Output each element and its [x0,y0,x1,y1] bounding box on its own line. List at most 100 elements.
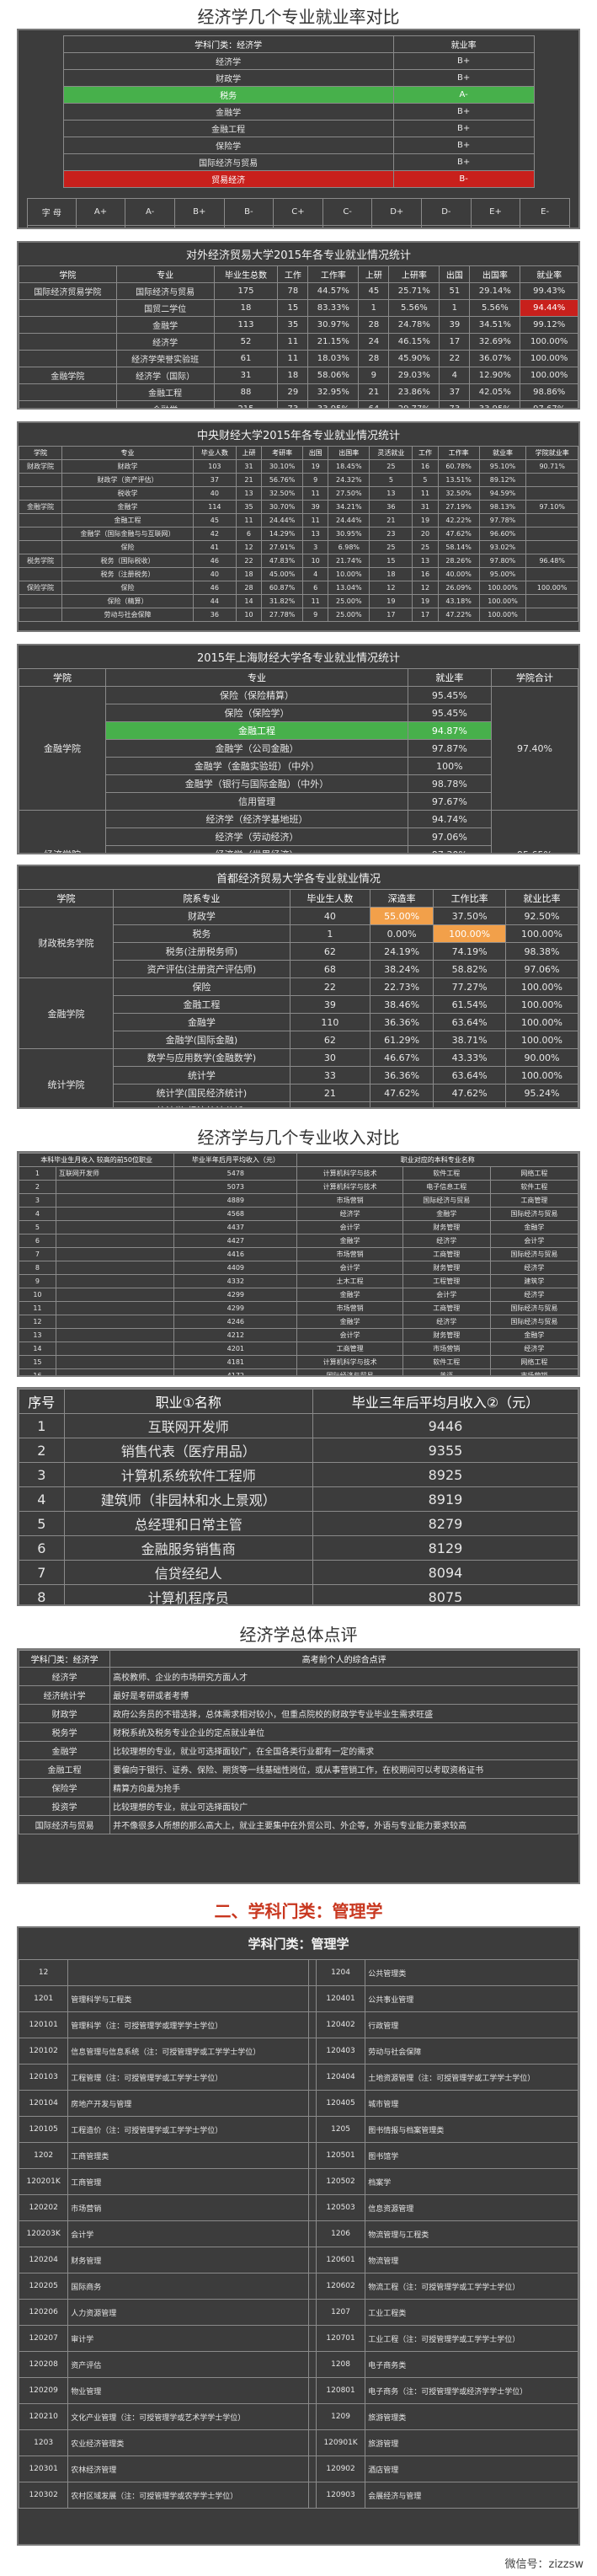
table-cell: 8925 [312,1462,578,1487]
table-row: 11 4299 市场营销 工商管理 国际经济与贸易 [19,1301,578,1315]
header-cell: 学院就业率 [525,446,578,460]
table-cell: 24.44% [261,513,304,528]
table-cell [525,540,578,554]
table-cell [308,2038,317,2065]
table-cell: 99.12% [520,316,578,334]
table-cell: 农林经济管理 [67,2456,310,2482]
table-cell [55,1234,175,1248]
table-cell: 78.05% [433,1101,507,1107]
table-row: 国际经济贸易学院 国际经济与贸易 175 78 44.57% 45 25.71% 51 29.1… [19,282,578,300]
table-cell [55,1301,175,1315]
table-cell: 11 [302,486,329,501]
table-cell: 18 [277,367,309,384]
table-cell: 12 [19,1315,56,1329]
table-cell: 99.43% [520,282,578,300]
header-cell: 毕业三年后平均月收入②（元） [312,1389,578,1414]
table-cell: 税务 [62,86,394,104]
table-cell: 44.57% [307,282,360,300]
table-cell: 13 [369,486,413,501]
table-cell: 114 [192,500,237,514]
table-cell: 计算机系统软件工程师 [63,1462,313,1487]
table-cell: 120302 [19,2482,69,2509]
table-cell: 8075 [312,1584,578,1604]
table-cell: 100.00% [525,581,578,595]
table-cell [525,527,578,541]
table-cell: 财务管理 [402,1328,491,1342]
table-cell [19,486,63,501]
table-cell: 11 [277,333,309,351]
table-cell: 17 [369,608,413,622]
management-title: 学科门类：管理学 [248,1936,349,1952]
table-row: 6 4427 金融学 经济学 会计学 [19,1234,578,1248]
income-header: 本科毕业生月收入 较高的前50位职业 毕业半年后月平均收入（元） 职业对应的本科专业… [19,1153,578,1167]
table-cell: 酒店管理 [365,2456,578,2482]
table-cell [308,2142,317,2169]
table-row: 120206 人力资源管理 1207 工业工程类 [19,2299,578,2326]
table-cell: 1205 [315,2116,366,2143]
major-grade-table: 学科门类：经济学 就业率 经济学 B+ 财政学 B+ 税务 A- 金融学 B+ 金融工程 B+ 保险学 B… [62,35,535,188]
table-row: 120202 市场营销 120503 信息资源管理 [19,2194,578,2221]
table-row: 经济统计学 最好是考研或者考博 [19,1685,578,1705]
table-row: 120103 工程管理（注：可授管理学或工学学士学位） 120404 土地资源管理（注… [19,2064,578,2091]
table-cell: 32.50% [437,486,480,501]
table-row: 国际经济与贸易 并不像很多人所想的那么高大上，就业主要集中在外贸公司、外企等，外语… [19,1815,578,1834]
table-cell: 要偏向于银行、证券、保险、期货等一线基础性岗位，或从事营销工作，在校期间可以考取… [109,1759,578,1779]
cufe-header: 学院 专业 毕业人数 上研 考研率 出国 出国率 灵活就业 工作 工作率 就业率 学院就业率 [19,446,578,460]
table-cell: 计算机科学与技术 [296,1355,403,1369]
table-cell: 18.45% [328,459,370,474]
table-cell: 17 [412,608,439,622]
table-cell: 25.00% [328,608,370,622]
table-cell: 会计学 [296,1220,403,1234]
table-cell: 19 [302,459,329,474]
table-cell: 120202 [19,2194,69,2221]
table-row: 统计学院 数学与应用数学(金融数学) 30 46.67% 43.33% 90.00% [19,1048,578,1107]
table-cell: 市场营销 [67,2194,310,2221]
table-cell: 36.36% [369,1013,434,1031]
watermark: 微信号：zizzsw [504,2558,584,2571]
table-cell: 财政学 [113,907,291,925]
table-cell: 4 [19,1207,56,1221]
school-cell: 统计学院 [19,1048,115,1107]
table-cell: 22.73% [369,977,434,996]
table-cell: 英语 [402,1368,491,1375]
table-cell: 金融服务销售商 [63,1535,313,1561]
table-row: 120302 农村区域发展（注：可授管理学或农学学士学位） 120903 会展经济与管… [19,2482,578,2509]
table-cell: 金融学 [489,1220,578,1234]
table-cell: 113 [213,316,279,334]
table-cell: 34.21% [328,500,370,514]
table-cell: 14 [19,1342,56,1356]
table-cell [55,1355,175,1369]
grade-legend-table: 字 母A+A-B+B-C+C-D+D-E+E-就业率≥95%≥90%≥85%≥8… [27,198,570,228]
table-row: 金融学 110 36.36% 63.64% 100.00% [19,1013,578,1031]
table-cell: 工程管理（注：可授管理学或工学学士学位） [67,2064,310,2091]
table-row: 信用管理 97.67% [19,792,578,811]
header-cell: 学院 [19,889,115,908]
income-three-year-table: 序号 职业①名称 毕业三年后平均月收入②（元） 1 互联网开发师 9446 2 销售代表（医疗… [19,1389,578,1604]
table-cell: 金融学(国际金融) [113,1031,291,1049]
table-cell: 30 [289,1048,370,1067]
header-cell: 学院 [19,668,107,687]
table-cell: 4437 [173,1220,298,1234]
table-cell: 61 [213,350,279,367]
school-cell: 金融学院 [19,686,107,811]
table-row: 120102 信息管理与信息系统（注：可授管理学或工学学士学位） 120403 劳动与… [19,2038,578,2065]
major-cell: 金融学（金融实验班）（中外） [105,757,408,775]
grade-cell: E+ [470,198,521,226]
header-cell: 工作率 [437,446,480,460]
table-cell: 国贸二学位 [115,299,215,317]
table-cell: 金融工程 [62,120,394,137]
table-cell: 国际经济与贸易 [19,1815,111,1834]
table-cell: 1 [19,1413,65,1438]
table-row: 8 4409 会计学 财务管理 经济学 [19,1261,578,1275]
header-cell: 学院 [19,446,63,460]
table-cell: 30.95% [328,527,370,541]
table-cell: 13 [235,486,263,501]
table-cell [525,513,578,528]
table-row: 经济学 高校教师、企业的市场研究方面人才 [19,1667,578,1686]
table-cell: 61.54% [433,995,507,1014]
table-cell: 120503 [315,2194,366,2221]
table-cell: 5 [19,1511,65,1536]
table-cell: 16 [412,459,439,474]
economics-review-board: 学科门类：经济学 高考前个人的综合点评 经济学 高校教师、企业的市场研究方面人才 经济统… [17,1648,580,1884]
table-cell: 41 [289,1101,370,1107]
